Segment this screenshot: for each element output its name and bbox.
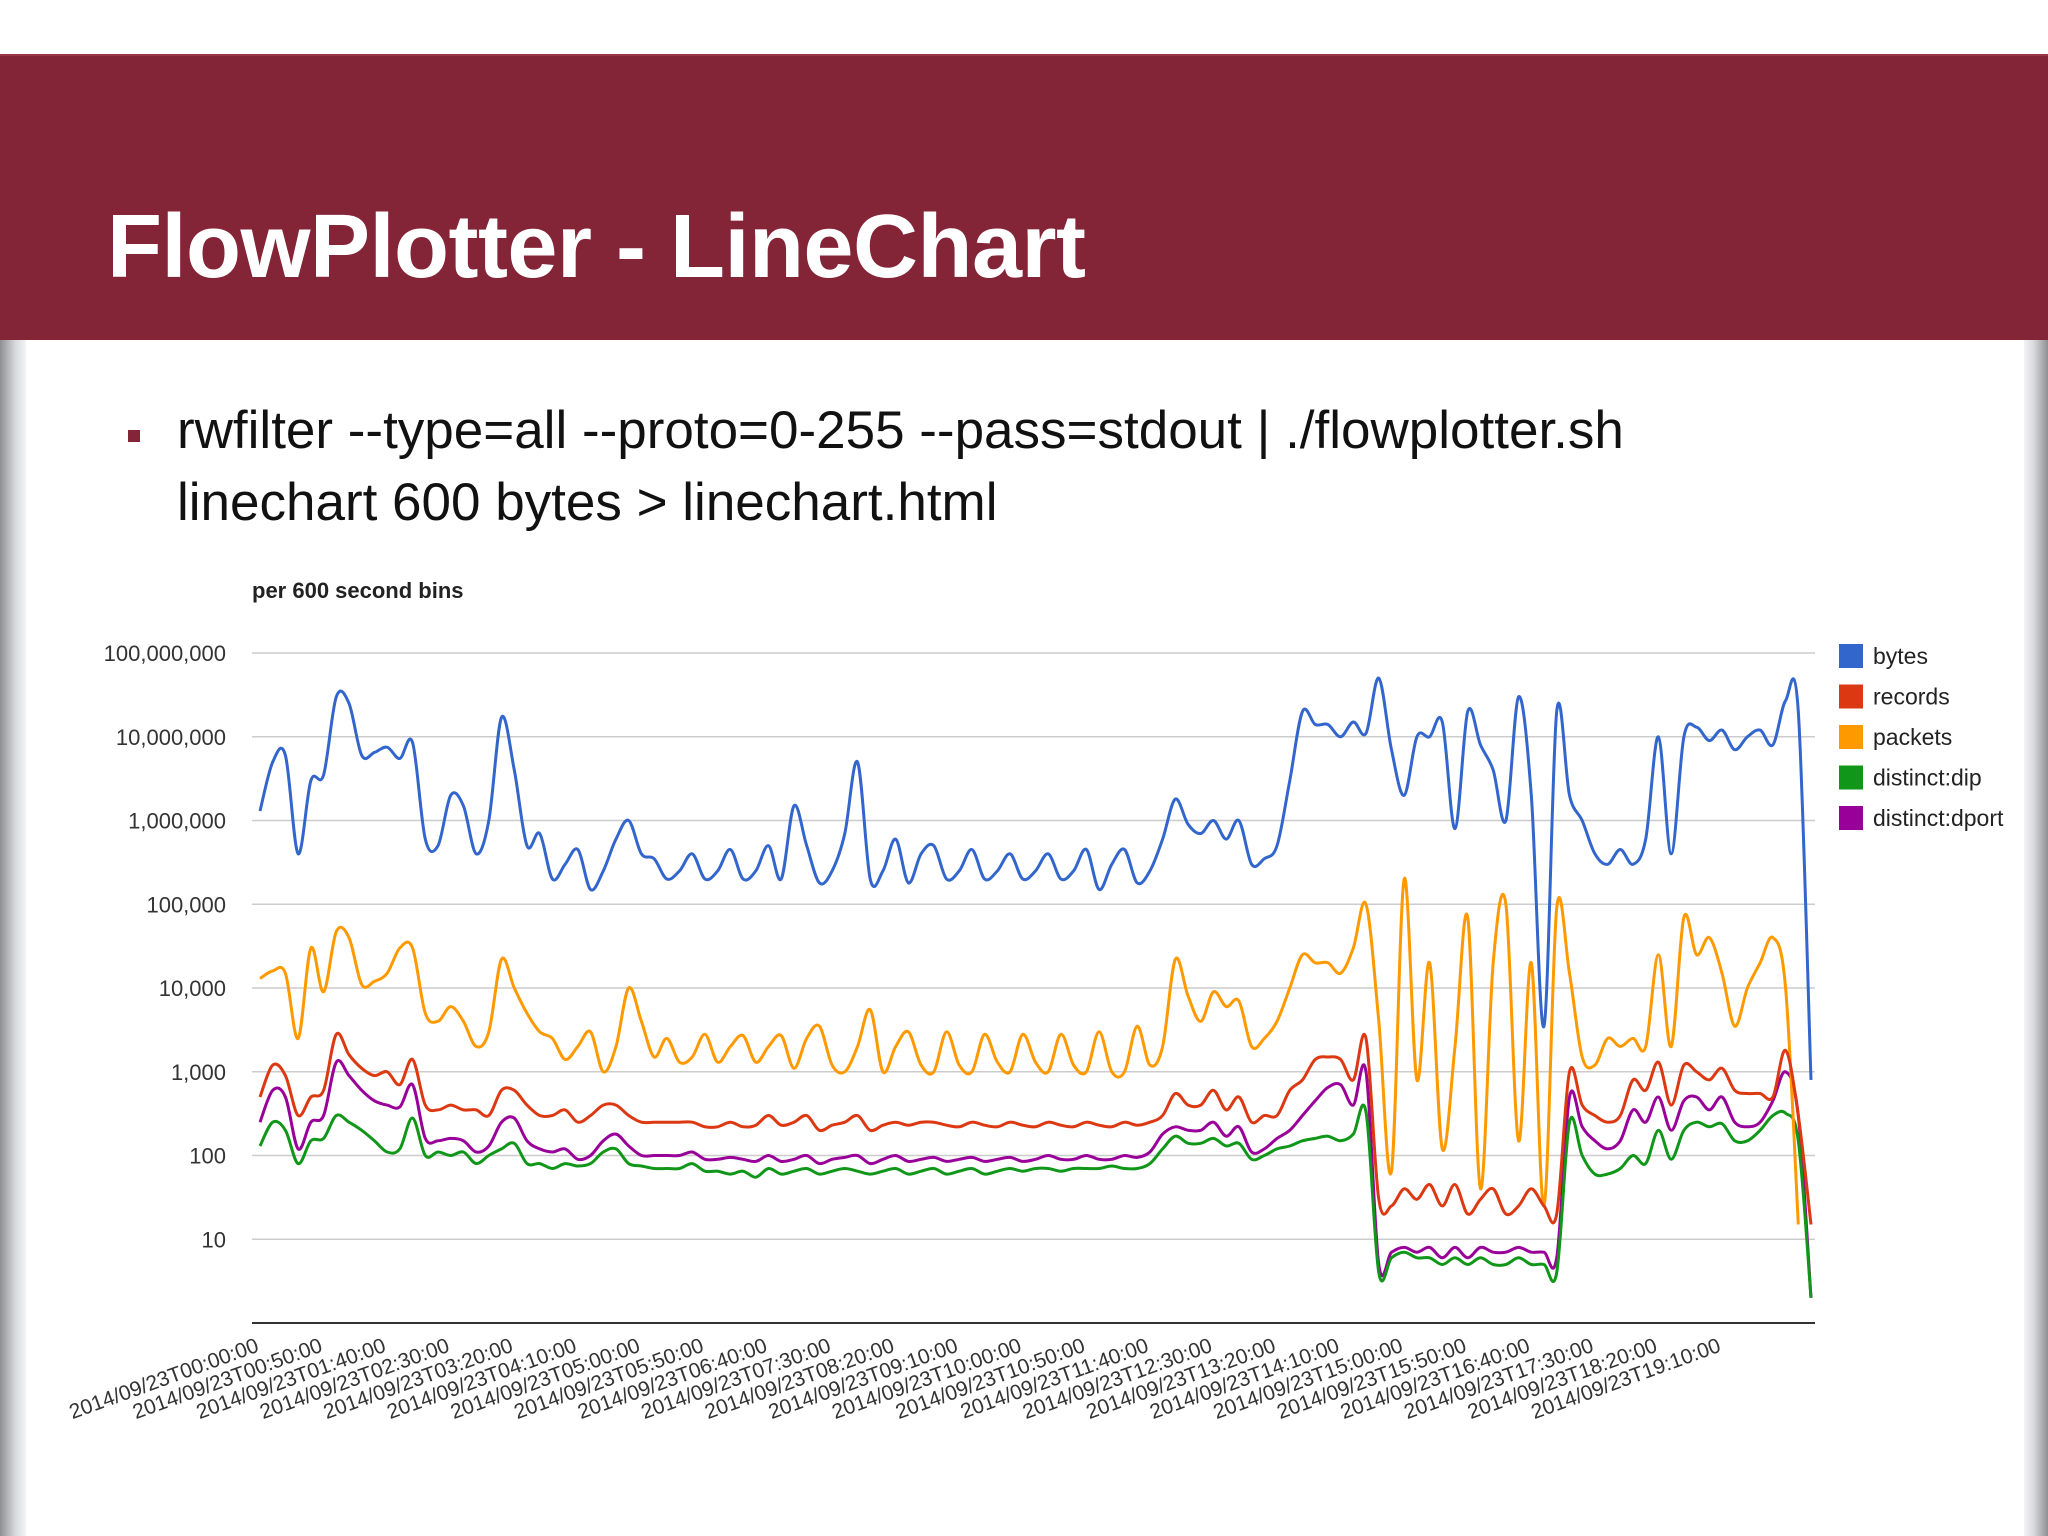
y-tick-label: 1,000,000	[128, 809, 226, 834]
y-tick-label: 10,000,000	[116, 725, 226, 750]
legend-swatch	[1839, 765, 1863, 790]
bullet-marker	[128, 430, 140, 442]
y-tick-label: 100,000,000	[104, 641, 226, 666]
series-line-bytes	[258, 676, 1813, 1080]
y-tick-label: 10,000	[159, 976, 226, 1001]
legend-swatch	[1839, 684, 1863, 709]
legend-label: distinct:dip	[1873, 765, 1982, 791]
legend-swatch	[1839, 644, 1863, 668]
series-line-packets	[259, 877, 1800, 1225]
chart-title: per 600 second bins	[252, 578, 464, 603]
legend-label: packets	[1873, 724, 1952, 750]
slide-top-margin	[0, 0, 2048, 54]
title-bar	[0, 54, 2048, 340]
legend-swatch	[1839, 725, 1863, 749]
slide-title: FlowPlotter - LineChart	[107, 197, 1086, 297]
legend-label: records	[1873, 684, 1950, 710]
y-tick-label: 100,000	[146, 892, 226, 917]
legend-swatch	[1839, 806, 1863, 830]
series-line-records	[258, 1031, 1813, 1225]
bullet-text-line-2: linechart 600 bytes > linechart.html	[177, 473, 998, 532]
series-line-distinct-dip	[258, 1103, 1813, 1298]
legend-label: bytes	[1873, 643, 1928, 669]
y-tick-label: 100	[189, 1144, 226, 1169]
y-tick-label: 10	[202, 1227, 226, 1252]
y-tick-label: 1,000	[171, 1060, 226, 1085]
legend-label: distinct:dport	[1873, 805, 2004, 831]
bullet-text-line-1: rwfilter --type=all --proto=0-255 --pass…	[177, 401, 1624, 460]
